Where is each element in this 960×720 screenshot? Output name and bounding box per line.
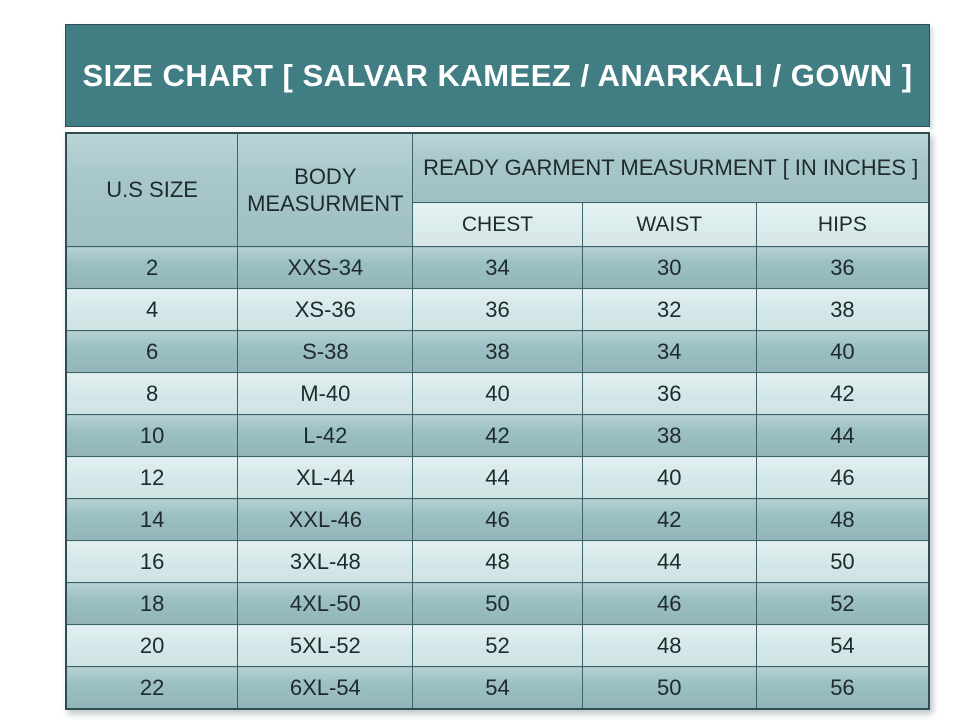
cell-chest: 36 <box>412 288 583 331</box>
cell-waist: 40 <box>581 456 757 499</box>
cell-body-measurement: 5XL-52 <box>237 624 414 667</box>
cell-body-measurement: L-42 <box>237 414 414 457</box>
column-header-body-measurement: BODY MEASURMENT <box>237 132 414 247</box>
table-row: 14 XXL-46 46 42 48 <box>65 498 930 541</box>
size-table: U.S SIZE BODY MEASURMENT READY GARMENT M… <box>65 132 930 710</box>
cell-body-measurement: XXL-46 <box>237 498 414 541</box>
cell-waist: 48 <box>581 624 757 667</box>
cell-us-size: 22 <box>65 666 239 710</box>
cell-waist: 36 <box>581 372 757 415</box>
cell-chest: 40 <box>412 372 583 415</box>
cell-body-measurement: 3XL-48 <box>237 540 414 583</box>
cell-body-measurement: XS-36 <box>237 288 414 331</box>
cell-body-measurement: XL-44 <box>237 456 414 499</box>
table-row: 4 XS-36 36 32 38 <box>65 288 930 331</box>
cell-chest: 48 <box>412 540 583 583</box>
cell-chest: 50 <box>412 582 583 625</box>
cell-body-measurement: 4XL-50 <box>237 582 414 625</box>
cell-waist: 38 <box>581 414 757 457</box>
cell-hips: 50 <box>755 540 930 583</box>
cell-hips: 44 <box>755 414 930 457</box>
cell-us-size: 2 <box>65 246 239 289</box>
cell-hips: 48 <box>755 498 930 541</box>
cell-body-measurement: 6XL-54 <box>237 666 414 710</box>
table-row: 8 M-40 40 36 42 <box>65 372 930 415</box>
cell-body-measurement: S-38 <box>237 330 414 373</box>
cell-chest: 34 <box>412 246 583 289</box>
cell-waist: 46 <box>581 582 757 625</box>
cell-hips: 54 <box>755 624 930 667</box>
cell-us-size: 12 <box>65 456 239 499</box>
cell-waist: 42 <box>581 498 757 541</box>
cell-hips: 38 <box>755 288 930 331</box>
column-header-us-size: U.S SIZE <box>65 132 239 247</box>
table-row: 20 5XL-52 52 48 54 <box>65 624 930 667</box>
cell-waist: 50 <box>581 666 757 710</box>
title-table-divider <box>65 127 930 132</box>
table-row: 6 S-38 38 34 40 <box>65 330 930 373</box>
table-row: 10 L-42 42 38 44 <box>65 414 930 457</box>
table-row: 22 6XL-54 54 50 56 <box>65 666 930 710</box>
cell-hips: 52 <box>755 582 930 625</box>
cell-chest: 46 <box>412 498 583 541</box>
cell-us-size: 4 <box>65 288 239 331</box>
column-header-ready-garment: READY GARMENT MEASURMENT [ IN INCHES ] <box>412 132 930 203</box>
cell-hips: 40 <box>755 330 930 373</box>
cell-chest: 54 <box>412 666 583 710</box>
cell-chest: 52 <box>412 624 583 667</box>
table-row: 12 XL-44 44 40 46 <box>65 456 930 499</box>
cell-waist: 34 <box>581 330 757 373</box>
cell-waist: 30 <box>581 246 757 289</box>
cell-waist: 44 <box>581 540 757 583</box>
title-band: SIZE CHART [ SALVAR KAMEEZ / ANARKALI / … <box>65 24 930 127</box>
page-title: SIZE CHART [ SALVAR KAMEEZ / ANARKALI / … <box>82 57 913 93</box>
size-table-body: 2 XXS-34 34 30 36 4 XS-36 36 32 38 6 S-3… <box>65 246 930 710</box>
column-header-chest: CHEST <box>412 202 583 247</box>
cell-us-size: 20 <box>65 624 239 667</box>
cell-hips: 56 <box>755 666 930 710</box>
cell-us-size: 6 <box>65 330 239 373</box>
table-row: 16 3XL-48 48 44 50 <box>65 540 930 583</box>
cell-chest: 42 <box>412 414 583 457</box>
cell-us-size: 14 <box>65 498 239 541</box>
cell-waist: 32 <box>581 288 757 331</box>
column-header-waist: WAIST <box>581 202 757 247</box>
cell-hips: 36 <box>755 246 930 289</box>
cell-hips: 46 <box>755 456 930 499</box>
size-table-header: U.S SIZE BODY MEASURMENT READY GARMENT M… <box>65 132 930 247</box>
column-header-hips: HIPS <box>755 202 930 247</box>
cell-chest: 44 <box>412 456 583 499</box>
cell-hips: 42 <box>755 372 930 415</box>
table-row: 2 XXS-34 34 30 36 <box>65 246 930 289</box>
cell-us-size: 18 <box>65 582 239 625</box>
cell-chest: 38 <box>412 330 583 373</box>
table-row: 18 4XL-50 50 46 52 <box>65 582 930 625</box>
cell-us-size: 10 <box>65 414 239 457</box>
cell-body-measurement: M-40 <box>237 372 414 415</box>
cell-us-size: 16 <box>65 540 239 583</box>
size-chart-graphic: SIZE CHART [ SALVAR KAMEEZ / ANARKALI / … <box>65 24 930 710</box>
cell-us-size: 8 <box>65 372 239 415</box>
cell-body-measurement: XXS-34 <box>237 246 414 289</box>
